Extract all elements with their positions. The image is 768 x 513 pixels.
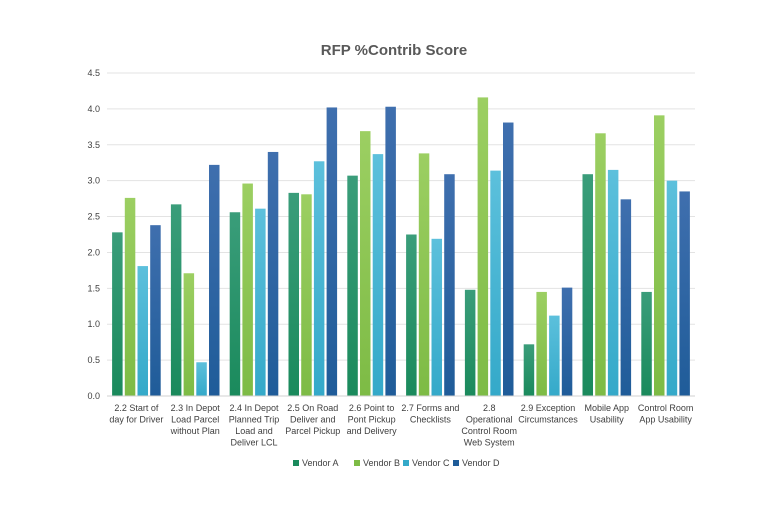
y-tick-label: 1.0 [87, 319, 100, 329]
y-tick-label: 2.0 [87, 247, 100, 257]
bar [229, 212, 241, 396]
category-label: Control Room App Usability [638, 403, 694, 425]
bars [107, 97, 695, 397]
category-label: 2.5 On Road Deliver and Parcel Pickup [285, 403, 340, 436]
category-label: 2.7 Forms and Checklists [401, 403, 459, 425]
bar [301, 194, 312, 396]
bar [654, 115, 665, 397]
y-tick-label: 0.5 [87, 355, 100, 365]
bar [523, 344, 535, 396]
y-tick-label: 2.5 [87, 212, 100, 222]
category-label: 2.4 In Depot Planned Trip Load and Deliver … [229, 403, 280, 448]
bar [406, 234, 417, 396]
bar [561, 287, 573, 396]
bar [326, 107, 338, 396]
bar [209, 164, 220, 396]
bar [124, 197, 136, 396]
bar [150, 225, 161, 396]
y-tick-label: 0.0 [87, 391, 100, 401]
bar [431, 238, 442, 396]
y-tick-label: 4.5 [87, 68, 100, 78]
bar [503, 122, 514, 396]
category-label: Mobile App Usability [585, 403, 630, 425]
category-label: 2.9 Exception Circumstances [518, 403, 578, 425]
bar [288, 192, 299, 396]
bar [313, 161, 325, 396]
bar [418, 153, 430, 396]
y-tick-label: 3.0 [87, 176, 100, 186]
bar [347, 175, 358, 396]
legend-swatch [403, 460, 409, 466]
bar [137, 266, 148, 396]
y-tick-label: 3.5 [87, 140, 100, 150]
category-label: 2.2 Start of day for Driver [109, 403, 163, 425]
bar [536, 291, 547, 396]
bar [477, 97, 489, 396]
bar [242, 183, 253, 396]
y-tick-label: 4.0 [87, 104, 100, 114]
bar [267, 151, 279, 396]
bar [183, 273, 195, 396]
bar [549, 315, 560, 396]
bar [666, 180, 678, 396]
bar [620, 199, 632, 396]
chart-title: RFP %Contrib Score [321, 42, 467, 59]
gridlines [107, 72, 695, 397]
x-axis: 2.2 Start of day for Driver 2.3 In Depot Lo… [109, 403, 693, 448]
bar [360, 131, 371, 396]
legend-label: Vendor B [363, 458, 400, 468]
bar [641, 291, 652, 396]
bar [444, 174, 455, 396]
bar [372, 154, 384, 396]
y-axis: 0.0 0.5 1.0 1.5 2.0 2.5 3.0 3.5 4.0 4.5 [87, 68, 100, 401]
bar [196, 362, 207, 396]
bar [464, 289, 476, 396]
category-label: 2.6 Point to Pont Pickup and Delivery [347, 403, 398, 436]
bar [490, 170, 501, 396]
category-label: 2.8 Operational Control Room Web System [461, 403, 517, 448]
bar [679, 191, 690, 396]
legend-label: Vendor A [302, 458, 339, 468]
y-tick-label: 1.5 [87, 283, 100, 293]
bar [582, 174, 593, 396]
legend-swatch [354, 460, 360, 466]
bar [595, 133, 606, 396]
legend: Vendor A Vendor B Vendor C Vendor D [293, 458, 500, 468]
legend-swatch [453, 460, 459, 466]
legend-label: Vendor D [462, 458, 500, 468]
bar [385, 106, 396, 396]
legend-label: Vendor C [412, 458, 450, 468]
bar [170, 204, 182, 396]
category-label: 2.3 In Depot Load Parcel without Plan [170, 403, 221, 436]
bar [112, 232, 123, 396]
bar [607, 169, 619, 396]
bar [255, 208, 266, 396]
legend-swatch [293, 460, 299, 466]
